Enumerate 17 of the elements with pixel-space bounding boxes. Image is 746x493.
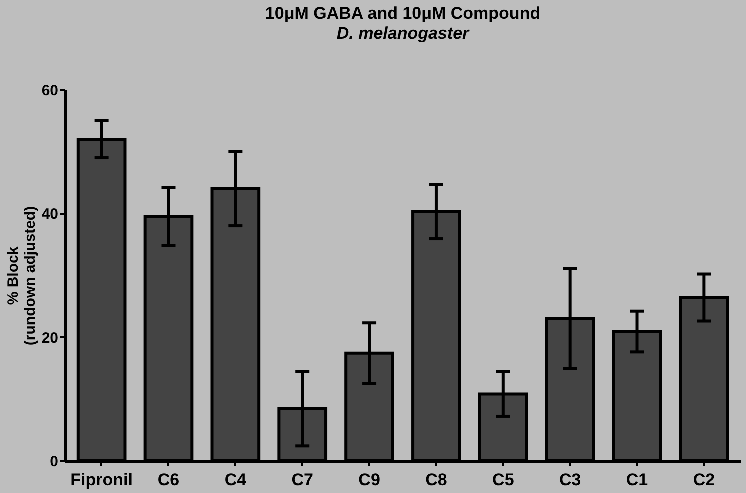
y-tick-label: 60 xyxy=(42,82,58,100)
x-tick-label: C6 xyxy=(158,470,180,490)
y-tick-label: 20 xyxy=(42,330,58,347)
x-tick-label: C7 xyxy=(292,470,314,490)
x-tick-label: C1 xyxy=(626,470,648,490)
y-tick-label: 0 xyxy=(50,454,58,470)
x-tick-label: C5 xyxy=(492,470,514,490)
x-tick-label: C9 xyxy=(358,470,380,490)
x-tick-label: C4 xyxy=(224,470,248,490)
x-tick-label: C3 xyxy=(559,470,582,490)
chart-title: 10μM GABA and 10μM Compound xyxy=(265,4,541,23)
x-tick-label: C2 xyxy=(693,470,716,490)
y-tick-label: 40 xyxy=(42,206,58,224)
y-axis-title: % Block (rundown adjusted) xyxy=(4,206,39,346)
x-tick-label: Fipronil xyxy=(70,470,133,490)
chart-subtitle: D. melanogaster xyxy=(336,24,471,43)
x-tick-label: C8 xyxy=(426,470,448,490)
